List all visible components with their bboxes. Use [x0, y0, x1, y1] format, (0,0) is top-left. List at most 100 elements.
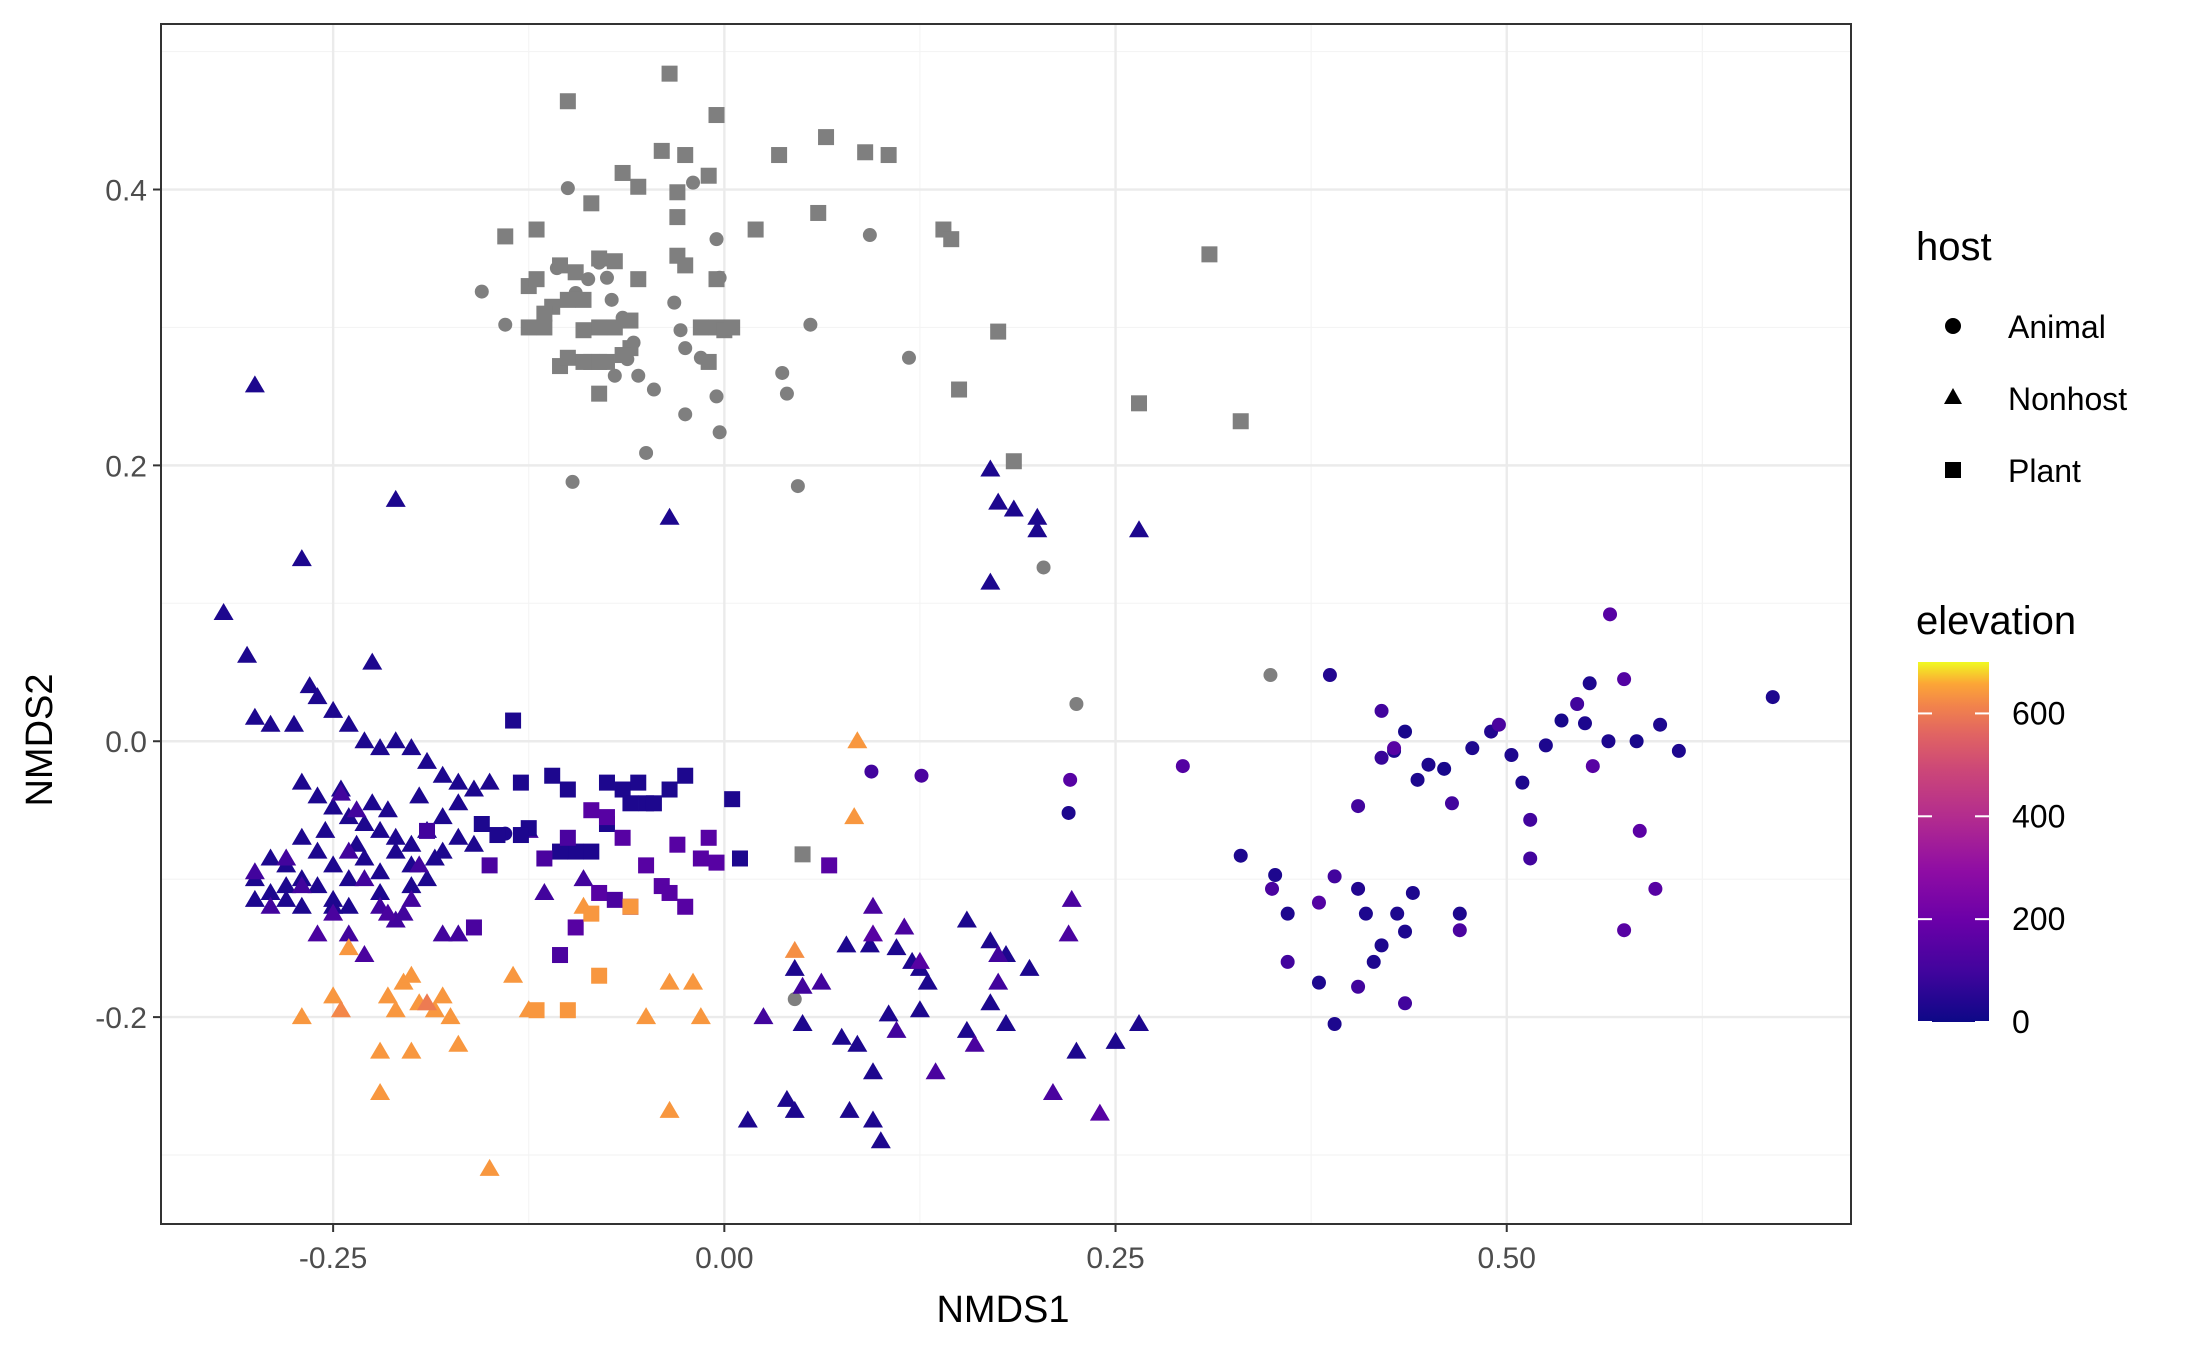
panel-border	[160, 23, 1852, 1225]
plant-point	[606, 319, 623, 336]
nonhost-point	[784, 958, 805, 976]
elevation-colorbar	[1918, 662, 1989, 1022]
nonhost-point	[338, 869, 359, 887]
nonhost-point	[417, 869, 438, 887]
plant-point	[731, 850, 748, 867]
plant-point	[638, 857, 655, 874]
nonhost-point	[338, 714, 359, 732]
animal-point	[1366, 954, 1381, 969]
animal-point	[1653, 717, 1668, 732]
plant-point	[419, 822, 436, 839]
nonhost-point	[503, 965, 524, 983]
nonhost-point	[988, 972, 1009, 990]
animal-point	[914, 768, 929, 783]
nonhost-point	[753, 1007, 774, 1025]
plant-point	[614, 829, 631, 846]
animal-point	[862, 228, 877, 243]
nonhost-point	[276, 876, 297, 894]
plant-point	[591, 884, 608, 901]
nonhost-point	[401, 889, 422, 907]
animal-point	[1465, 741, 1480, 756]
animal-point	[1491, 717, 1506, 732]
plant-point	[677, 147, 694, 164]
nonhost-point	[354, 731, 375, 749]
colorbar-tick-label: 0	[2012, 1004, 2030, 1040]
nonhost-point	[1061, 889, 1082, 907]
animal-point	[1327, 869, 1342, 884]
nonhost-point	[409, 786, 430, 804]
plant-point	[598, 353, 615, 370]
nonhost-point	[323, 855, 344, 873]
nonhost-point	[839, 1100, 860, 1118]
animal-point	[1452, 923, 1467, 938]
nonhost-point	[307, 687, 328, 705]
nonhost-point	[956, 910, 977, 928]
nonhost-point	[836, 935, 857, 953]
shape-legend: host Animal Nonhost Plant	[1916, 225, 2127, 489]
plant-point	[481, 857, 498, 874]
nonhost-point	[847, 731, 868, 749]
animal-point	[1063, 772, 1078, 787]
x-tick-label: 0.50	[1478, 1242, 1536, 1275]
animal-point	[1387, 741, 1402, 756]
nonhost-point	[811, 972, 832, 990]
nonhost-point	[440, 1007, 461, 1025]
nonhost-point	[307, 786, 328, 804]
nonhost-point	[409, 855, 430, 873]
nonhost-point	[432, 807, 453, 825]
plant-point	[473, 816, 490, 832]
nonhost-point	[370, 820, 391, 838]
nonhost-point	[659, 972, 680, 990]
nonhost-point	[291, 772, 312, 790]
plant-point	[528, 221, 545, 238]
animal-point	[1398, 724, 1413, 739]
nonhost-legend-key	[1944, 388, 1962, 404]
animal-point	[1601, 734, 1616, 749]
nonhost-point	[737, 1110, 758, 1128]
nonhost-point	[659, 507, 680, 525]
colorbar-tick-label: 400	[2012, 798, 2065, 834]
plant-point	[677, 257, 694, 274]
animal-point	[678, 341, 693, 356]
plant-point	[552, 843, 569, 860]
animal-point	[1280, 906, 1295, 921]
animal-point	[599, 270, 614, 285]
nonhost-point	[284, 714, 305, 732]
nonhost-point	[330, 783, 351, 801]
plant-point	[622, 898, 639, 915]
animal-point	[1351, 979, 1366, 994]
nonhost-point	[1003, 499, 1024, 517]
animal-point	[1390, 906, 1405, 921]
plant-point	[943, 231, 960, 248]
plant-point	[708, 107, 725, 124]
animal-legend-key	[1945, 318, 1961, 334]
nonhost-point	[244, 862, 265, 880]
plant-point	[591, 385, 608, 402]
nonhost-point	[424, 848, 445, 866]
data-points	[213, 65, 1780, 1176]
nonhost-point	[291, 549, 312, 567]
nonhost-point	[244, 707, 265, 725]
plant-point	[1201, 246, 1218, 263]
plant-point	[606, 891, 623, 908]
animal-point	[1617, 923, 1632, 938]
plant-point	[528, 1002, 545, 1019]
plant-point	[692, 319, 709, 336]
nonhost-point	[636, 1007, 657, 1025]
nonhost-point	[862, 1062, 883, 1080]
nonhost-point	[909, 951, 930, 969]
nonhost-point	[886, 1020, 907, 1038]
nonhost-point	[260, 882, 281, 900]
animal-point	[1311, 975, 1326, 990]
animal-point	[1452, 906, 1467, 921]
plant-point	[575, 291, 592, 308]
animal-point	[1515, 775, 1530, 790]
nonhost-point	[307, 924, 328, 942]
animal-point	[1327, 1017, 1342, 1031]
plant-point	[489, 827, 506, 844]
animal-point	[1398, 996, 1413, 1011]
nonhost-point	[479, 772, 500, 790]
plant-point	[645, 795, 662, 812]
nonhost-point	[956, 1020, 977, 1038]
nonhost-point	[1027, 520, 1048, 538]
